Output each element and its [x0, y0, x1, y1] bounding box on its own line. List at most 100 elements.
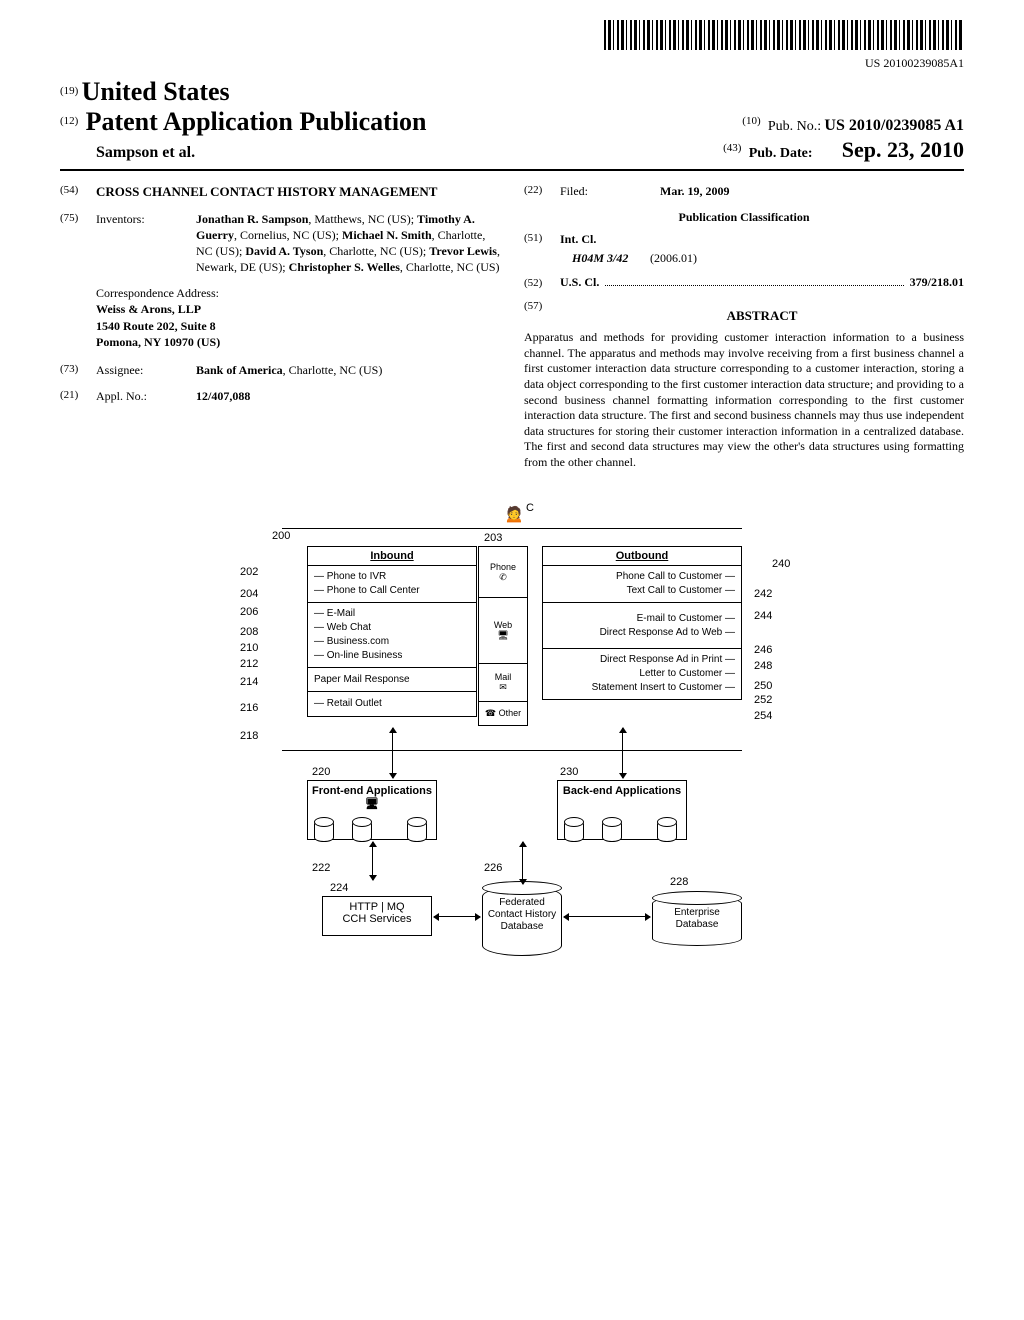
intcl-code: (51) [524, 231, 560, 247]
ref-206: 206 [240, 606, 258, 618]
inbound-panel: Inbound — Phone to IVR — Phone to Call C… [307, 546, 477, 717]
webchat: Web Chat [327, 622, 371, 633]
inventors-code: (75) [60, 211, 96, 276]
arrow-fed-ent [564, 916, 650, 917]
ref-224: 224 [330, 882, 348, 894]
icon-mail-label: Mail [495, 672, 512, 682]
ref-240: 240 [772, 558, 790, 570]
authors: Sampson et al. [60, 144, 195, 162]
icon-web-label: Web [494, 620, 512, 630]
figure-area: 🙍 C 200 Inbound — Phone to IVR — Phone t… [60, 510, 964, 1010]
ob-direct-web: Direct Response Ad to Web [600, 627, 723, 638]
ob-direct-print: Direct Response Ad in Print [600, 654, 722, 665]
backend-label: Back-end Applications [563, 785, 681, 797]
uscl-dots [605, 285, 903, 286]
right-column: (22) Filed: Mar. 19, 2009 Publication Cl… [524, 183, 964, 470]
arrow-be-fed [522, 842, 523, 884]
filed-code: (22) [524, 183, 560, 199]
intcl-date: (2006.01) [650, 250, 697, 266]
appl-code: (21) [60, 388, 96, 404]
icon-phone-box: Phone ✆ [478, 546, 528, 598]
corr-line-1: Weiss & Arons, LLP [96, 301, 500, 317]
inventors-list: Jonathan R. Sampson, Matthews, NC (US); … [196, 211, 500, 276]
fe-cyl-3 [407, 820, 427, 842]
intcl-label: Int. Cl. [560, 231, 596, 247]
email: E-Mail [327, 608, 355, 619]
arrow-cch-fed [434, 916, 480, 917]
ob-statement: Statement Insert to Customer [592, 682, 723, 693]
outbound-mail-items: Direct Response Ad in Print — Letter to … [549, 653, 735, 695]
icon-web-box: Web 🖥 [478, 598, 528, 664]
http-mq-label: HTTP | MQ [327, 901, 427, 913]
corr-label: Correspondence Address: [96, 285, 500, 301]
ref-228: 228 [670, 876, 688, 888]
ref-246: 246 [754, 644, 772, 656]
monitor-icon: 🖥 [497, 630, 508, 641]
filed-label: Filed: [560, 183, 660, 199]
inbound-phone-items: — Phone to IVR — Phone to Call Center [314, 570, 420, 598]
title-code: (54) [60, 183, 96, 201]
be-cyl-1 [564, 820, 584, 842]
pubdate-code: (43) [723, 142, 741, 154]
phone-icon: ✆ [499, 572, 507, 583]
arrow-outbound-be [622, 728, 623, 778]
ref-248: 248 [754, 660, 772, 672]
header-rule [60, 169, 964, 171]
ref-244: 244 [754, 610, 772, 622]
ref-202: 202 [240, 566, 258, 578]
ob-email: E-mail to Customer [637, 613, 723, 624]
businesscom: Business.com [327, 636, 389, 647]
icon-phone-label: Phone [490, 562, 516, 572]
ref-216: 216 [240, 702, 258, 714]
header: (19) United States (12) Patent Applicati… [60, 77, 964, 163]
inbound-mail-items: Paper Mail Response [314, 673, 410, 687]
top-rule [282, 528, 742, 529]
mid-rule [282, 750, 742, 751]
outbound-panel: Outbound Phone Call to Customer — Text C… [542, 546, 742, 700]
corr-line-3: Pomona, NY 10970 (US) [96, 334, 500, 350]
pubno-code: (10) [742, 115, 760, 127]
pub-type-code: (12) [60, 115, 78, 127]
retail-outlet: — Retail Outlet [314, 697, 382, 711]
uscl-value: 379/218.01 [910, 274, 964, 290]
abstract-text: Apparatus and methods for providing cust… [524, 330, 964, 470]
outbound-title: Outbound [543, 547, 741, 566]
customer-icon: 🙍 [504, 504, 524, 524]
ref-220: 220 [312, 766, 330, 778]
assignee-code: (73) [60, 362, 96, 378]
phone-to-cc: Phone to Call Center [327, 585, 420, 596]
corr-line-2: 1540 Route 202, Suite 8 [96, 318, 500, 334]
ref-222: 222 [312, 862, 330, 874]
pub-type: Patent Application Publication [86, 107, 427, 136]
cch-box: HTTP | MQ CCH Services [322, 896, 432, 936]
pub-class-title: Publication Classification [524, 209, 964, 225]
assignee-label: Assignee: [96, 362, 196, 378]
assignee: Bank of America, Charlotte, NC (US) [196, 362, 500, 378]
ref-210: 210 [240, 642, 258, 654]
arrow-fe-cch [372, 842, 373, 880]
abstract-code: (57) [524, 299, 560, 331]
barcode-area [60, 20, 964, 54]
left-column: (54) CROSS CHANNEL CONTACT HISTORY MANAG… [60, 183, 500, 470]
ref-203: 203 [484, 532, 502, 544]
online-business: On-line Business [327, 650, 403, 661]
ob-phone-call: Phone Call to Customer [616, 571, 722, 582]
ref-242: 242 [754, 588, 772, 600]
pubno-label: Pub. No.: [768, 119, 821, 134]
ref-208: 208 [240, 626, 258, 638]
uscl-code: (52) [524, 276, 560, 291]
uscl-label: U.S. Cl. [560, 274, 599, 290]
ref-204: 204 [240, 588, 258, 600]
ref-250: 250 [754, 680, 772, 692]
ref-226: 226 [484, 862, 502, 874]
enterprise-db-label: Enterprise Database [653, 907, 741, 931]
arrow-inbound-fe [392, 728, 393, 778]
icon-mail-box: Mail ✉ [478, 664, 528, 702]
ref-252: 252 [754, 694, 772, 706]
label-c: C [526, 502, 534, 514]
pubno: US 2010/0239085 A1 [824, 117, 964, 134]
country: United States [82, 77, 230, 106]
phone-to-ivr: Phone to IVR [327, 571, 386, 582]
inbound-title: Inbound [308, 547, 476, 566]
cch-label: CCH Services [327, 913, 427, 925]
